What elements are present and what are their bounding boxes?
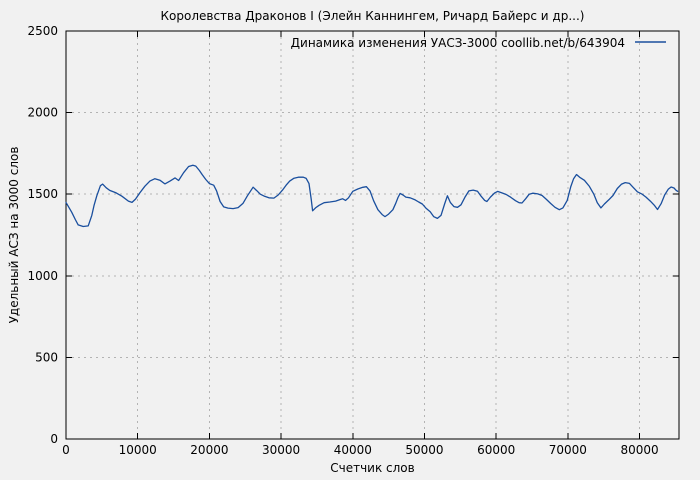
legend-label: Динамика изменения УАСЗ-3000 coollib.net…: [290, 36, 625, 50]
x-tick-label: 50000: [405, 443, 443, 457]
y-tick-label: 500: [35, 350, 58, 364]
x-axis-label: Счетчик слов: [330, 461, 415, 475]
y-tick-label: 2000: [27, 106, 58, 120]
x-tick-label: 70000: [549, 443, 587, 457]
y-tick-label: 0: [50, 432, 58, 446]
series-line: [65, 164, 679, 228]
x-tick-label: 0: [62, 443, 70, 457]
y-tick-label: 1000: [27, 269, 58, 283]
x-tick-label: 20000: [190, 443, 228, 457]
y-tick-label: 1500: [27, 187, 58, 201]
y-axis-label: Удельный АСЗ на 3000 слов: [7, 146, 21, 324]
x-tick-label: 30000: [262, 443, 300, 457]
x-tick-label: 10000: [119, 443, 157, 457]
x-tick-label: 60000: [477, 443, 515, 457]
x-tick-label: 40000: [334, 443, 372, 457]
y-tick-label: 2500: [27, 24, 58, 38]
x-tick-label: 80000: [620, 443, 658, 457]
chart-title: Королевства Драконов I (Элейн Каннингем,…: [160, 9, 585, 23]
plot-border: [65, 30, 680, 440]
